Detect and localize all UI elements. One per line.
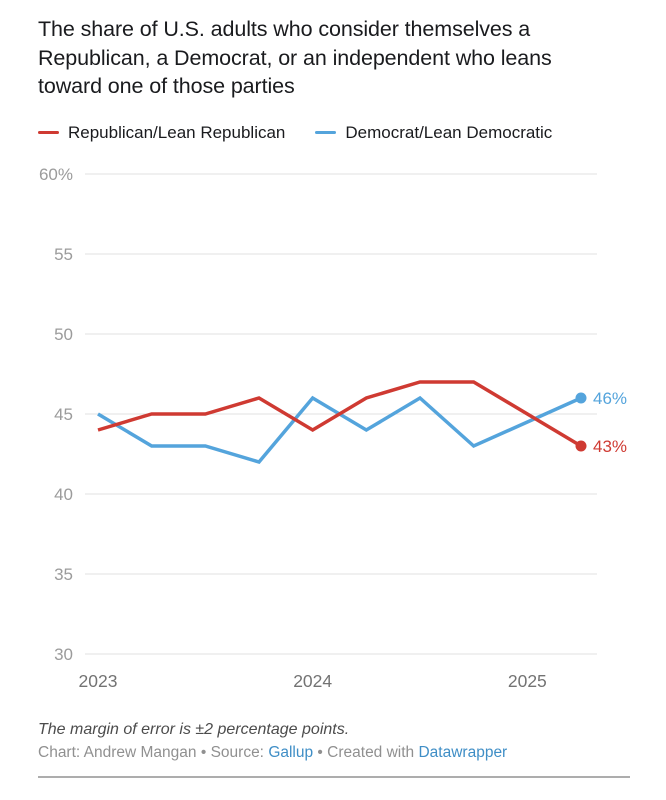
y-tick-label: 55 [54, 245, 73, 264]
y-tick-label: 35 [54, 565, 73, 584]
series-line-republican [97, 379, 582, 448]
attribution-middle: • Created with [313, 743, 419, 761]
datawrapper-link[interactable]: Datawrapper [418, 743, 508, 761]
series-end-dot [575, 440, 587, 451]
chart-footer: The margin of error is ±2 percentage poi… [0, 721, 666, 778]
line-chart: 60% 55 50 45 40 35 30 2023 2024 2025 43% 46% [39, 165, 627, 691]
y-tick-label: 45 [54, 405, 73, 424]
legend-item-republican: Republican/Lean Republican [38, 123, 285, 143]
legend-item-democrat: Democrat/Lean Democratic [315, 123, 552, 143]
republican-line-swatch-icon [38, 130, 59, 135]
margin-of-error-note: The margin of error is ±2 percentage poi… [38, 720, 350, 738]
x-tick-label: 2023 [79, 671, 118, 691]
y-tick-label: 50 [54, 325, 73, 344]
source-link-gallup[interactable]: Gallup [268, 743, 314, 761]
attribution-line: Chart: Andrew Mangan • Source: Gallup • … [38, 744, 630, 762]
series-end-value-label: 43% [593, 437, 627, 456]
footer-divider [38, 775, 630, 778]
y-tick-label: 60% [39, 165, 73, 184]
democrat-line-swatch-icon [315, 130, 337, 135]
series-line-democrat [97, 395, 582, 464]
series-end-value-label: 46% [593, 389, 627, 408]
attribution-prefix: Chart: Andrew Mangan • Source: [38, 743, 269, 761]
legend-label-republican: Republican/Lean Republican [68, 122, 286, 142]
series-end-dot [575, 392, 587, 403]
legend-label-democrat: Democrat/Lean Democratic [345, 122, 553, 142]
x-tick-label: 2025 [508, 671, 547, 691]
chart-title: The share of U.S. adults who consider th… [38, 17, 552, 98]
legend: Republican/Lean Republican Democrat/Lean… [38, 123, 630, 143]
y-tick-label: 30 [54, 645, 73, 664]
y-tick-label: 40 [54, 485, 73, 504]
chart-header: The share of U.S. adults who consider th… [0, 0, 666, 143]
x-tick-label: 2024 [293, 671, 332, 691]
